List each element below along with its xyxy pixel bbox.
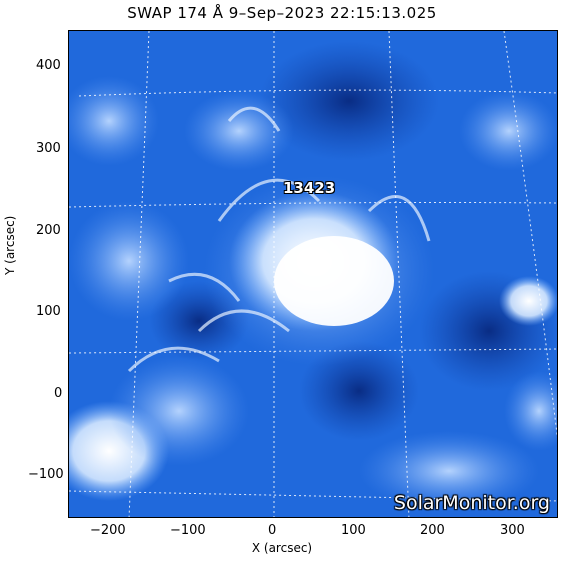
x-tick-label: 100	[341, 523, 366, 538]
solar-image-canvas	[69, 31, 557, 517]
y-tick-label: 100	[36, 304, 61, 319]
x-tick-label: 300	[500, 523, 525, 538]
x-tick-label: −200	[90, 523, 126, 538]
y-tick-label: −100	[28, 467, 64, 482]
watermark: SolarMonitor.org	[393, 492, 550, 514]
y-axis-label: Y (arcsec)	[3, 215, 17, 275]
x-axis-label: X (arcsec)	[251, 541, 313, 555]
y-tick-label: 200	[36, 223, 61, 238]
x-tick-label: 200	[420, 523, 445, 538]
y-tick-label: 0	[54, 386, 63, 401]
x-tick-label: −100	[170, 523, 206, 538]
y-tick-label: 300	[36, 141, 61, 156]
y-tick-label: 400	[36, 58, 61, 73]
solar-image: 13423	[68, 30, 558, 518]
image-title: SWAP 174 Å 9–Sep–2023 22:15:13.025	[127, 4, 437, 22]
active-region-label: 13423	[283, 179, 336, 197]
x-tick-label: 0	[268, 523, 277, 538]
